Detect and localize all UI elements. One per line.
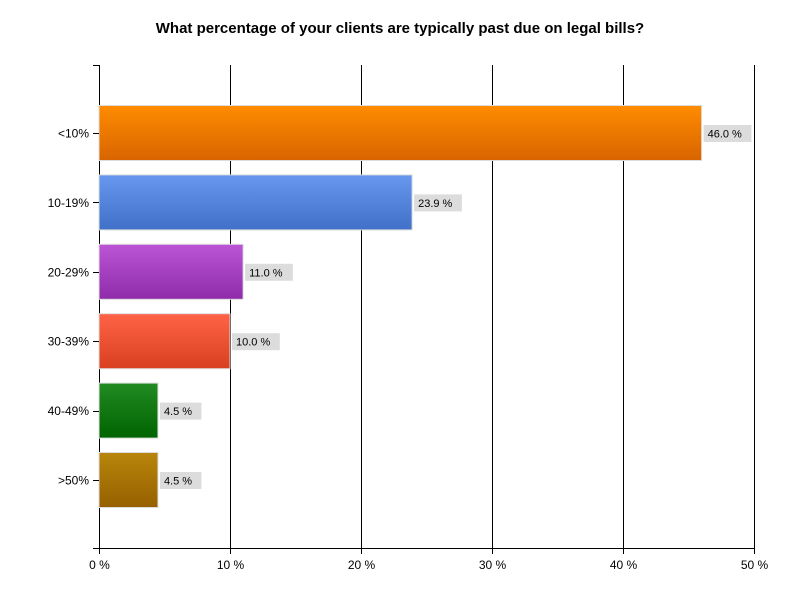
chart-title: What percentage of your clients are typi… bbox=[156, 20, 644, 37]
data-label-bg bbox=[414, 194, 462, 212]
bar bbox=[98, 452, 159, 508]
x-tick-label: 0 % bbox=[89, 558, 110, 572]
data-label-bg bbox=[703, 125, 752, 142]
x-tick-label: 20 % bbox=[348, 558, 376, 572]
data-label-bg bbox=[159, 402, 202, 420]
y-tick-label: 10-19% bbox=[48, 196, 90, 210]
y-tick-label: 40-49% bbox=[48, 404, 90, 418]
y-tick-label: >50% bbox=[58, 474, 89, 488]
y-tick-label: 20-29% bbox=[48, 265, 90, 279]
x-tick-label: 10 % bbox=[217, 558, 245, 572]
x-tick-label: 40 % bbox=[610, 558, 638, 572]
data-label: 11.0 % bbox=[249, 267, 283, 279]
data-label-bg bbox=[245, 263, 293, 281]
bar bbox=[98, 105, 703, 161]
data-label: 23.9 % bbox=[418, 198, 452, 210]
bar bbox=[98, 313, 231, 370]
data-label: 46.0 % bbox=[708, 129, 742, 141]
data-label-bg bbox=[232, 333, 280, 351]
data-label: 10.0 % bbox=[236, 337, 270, 349]
bar bbox=[98, 382, 159, 439]
bar bbox=[98, 174, 413, 231]
x-tick-label: 30 % bbox=[479, 558, 507, 572]
data-label: 4.5 % bbox=[164, 406, 192, 418]
bar bbox=[98, 243, 244, 300]
data-label: 4.5 % bbox=[164, 476, 192, 488]
y-tick-label: 30-39% bbox=[48, 335, 90, 349]
y-tick-label: <10% bbox=[58, 127, 89, 141]
x-tick-label: 50 % bbox=[741, 558, 769, 572]
data-label-bg bbox=[159, 472, 202, 489]
